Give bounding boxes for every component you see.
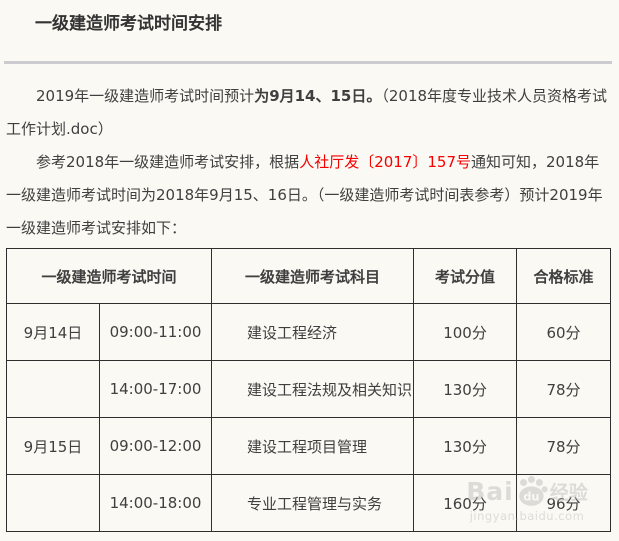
cell-exam-date (6, 474, 100, 532)
paragraph-text: （2018年度专业技术人员资格考试工作计划.doc） (6, 87, 608, 138)
cell-exam-time: 09:00-11:00 (98, 303, 213, 361)
cell-pass-score: 96分 (516, 474, 612, 532)
paragraph-text: 通知可知，2018年一级建造师考试时间为2018年9月15、16日。（一级建造师… (6, 153, 603, 237)
cell-exam-score: 160分 (413, 474, 518, 532)
cell-exam-score: 100分 (413, 303, 518, 361)
table-header: 一级建造师考试时间 一级建造师考试科目 考试分值 合格标准 (5, 248, 612, 304)
title-divider (4, 61, 612, 64)
page-title: 一级建造师考试时间安排 (35, 14, 222, 34)
paragraph-exam-reference: 参考2018年一级建造师考试安排，根据人社厅发〔2017〕157号通知可知，20… (6, 146, 609, 245)
cell-exam-subject: 建设工程法规及相关知识 (211, 360, 415, 418)
exam-date-bold-text: 为9月14、15日。 (254, 87, 382, 105)
header-exam-subject: 一级建造师考试科目 (211, 248, 415, 304)
header-pass-standard: 合格标准 (516, 248, 612, 304)
table-row: 14:00-18:00 专业工程管理与实务 160分 96分 (6, 474, 612, 532)
cell-exam-time: 09:00-12:00 (98, 417, 213, 475)
cell-pass-score: 60分 (516, 303, 612, 361)
header-exam-score: 考试分值 (413, 248, 518, 304)
paragraph-text: 参考2018年一级建造师考试安排，根据 (36, 153, 300, 171)
cell-exam-subject: 建设工程经济 (211, 303, 415, 361)
cell-exam-subject: 专业工程管理与实务 (211, 474, 415, 532)
cell-exam-date: 9月14日 (6, 303, 100, 361)
table-row: 9月14日 09:00-11:00 建设工程经济 100分 60分 (6, 303, 612, 361)
cell-exam-score: 130分 (413, 360, 518, 418)
table-body: 9月14日 09:00-11:00 建设工程经济 100分 60分 14:00-… (6, 303, 612, 532)
cell-exam-time: 14:00-18:00 (98, 474, 213, 532)
cell-exam-time: 14:00-17:00 (98, 360, 213, 418)
cell-pass-score: 78分 (516, 417, 612, 475)
paragraph-text: 2019年一级建造师考试时间预计 (36, 87, 255, 105)
cell-pass-score: 78分 (516, 360, 612, 418)
cell-exam-date (6, 360, 100, 418)
cell-exam-date: 9月15日 (6, 417, 100, 475)
header-exam-time: 一级建造师考试时间 (5, 248, 213, 304)
table-row: 14:00-17:00 建设工程法规及相关知识 130分 78分 (6, 360, 612, 418)
exam-schedule-table: 一级建造师考试时间 一级建造师考试科目 考试分值 合格标准 9月14日 09:0… (5, 248, 612, 532)
paragraph-exam-forecast: 2019年一级建造师考试时间预计为9月14、15日。（2018年度专业技术人员资… (6, 80, 609, 146)
cell-exam-score: 130分 (413, 417, 518, 475)
table-row: 9月15日 09:00-12:00 建设工程项目管理 130分 78分 (6, 417, 612, 475)
notice-document-link[interactable]: 人社厅发〔2017〕157号 (299, 153, 471, 171)
table-header-row: 一级建造师考试时间 一级建造师考试科目 考试分值 合格标准 (5, 248, 612, 304)
cell-exam-subject: 建设工程项目管理 (211, 417, 415, 475)
